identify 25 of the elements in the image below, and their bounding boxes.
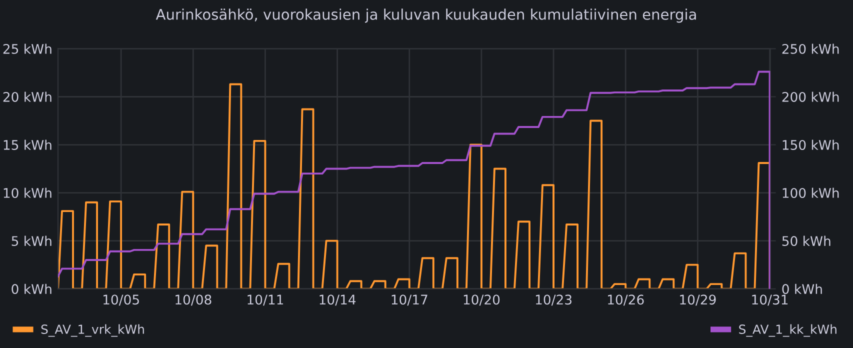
y-tick-label: 10 kWh: [4, 188, 52, 198]
x-tick-label: 10/08: [176, 294, 212, 306]
chart-title: Aurinkosähkö, vuorokausien ja kuluvan kuukauden kumulatiivinen energia: [156, 8, 696, 23]
y-tick-label: 5 kWh: [12, 236, 52, 246]
x-tick-label: 10/05: [104, 294, 139, 306]
y2-tick-label: 50 kWh: [782, 236, 830, 246]
y-tick-label: 20 kWh: [3, 92, 52, 102]
y2-tick-label: 200 kWh: [782, 92, 839, 102]
x-tick-label: 10/17: [392, 294, 428, 306]
y2-tick-label: 250 kWh: [782, 44, 839, 54]
x-tick-label: 10/23: [536, 294, 572, 306]
y-tick-label: 0 kWh: [12, 284, 52, 294]
x-tick-label: 10/31: [752, 294, 788, 306]
y-tick-label: 15 kWh: [4, 140, 52, 150]
y2-tick-label: 0 kWh: [782, 284, 822, 294]
legend-label: S_AV_1_kk_kWh: [739, 324, 836, 337]
x-tick-label: 10/14: [320, 294, 356, 306]
y2-tick-label: 150 kWh: [782, 140, 839, 150]
x-tick-label: 10/11: [248, 294, 284, 306]
x-tick-label: 10/29: [680, 294, 716, 306]
y2-tick-label: 100 kWh: [782, 188, 839, 198]
y-tick-label: 25 kWh: [3, 44, 52, 54]
x-tick-label: 10/26: [608, 294, 644, 306]
legend-label: S_AV_1_vrk_kWh: [41, 324, 144, 337]
x-tick-label: 10/20: [464, 294, 500, 306]
